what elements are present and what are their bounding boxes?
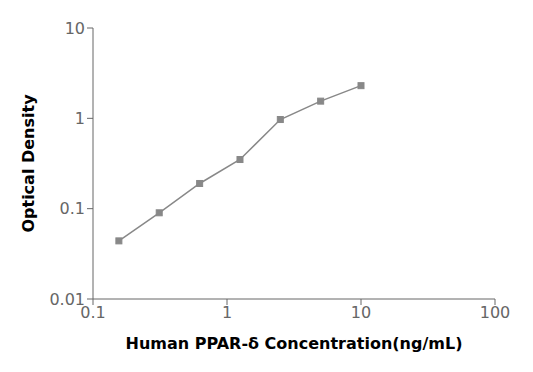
svg-text:100: 100 bbox=[480, 303, 511, 322]
svg-text:0.1: 0.1 bbox=[80, 303, 106, 323]
svg-text:1: 1 bbox=[75, 109, 85, 128]
svg-text:0.01: 0.01 bbox=[49, 290, 85, 309]
svg-text:Human PPAR-δ Concentration(ng/: Human PPAR-δ Concentration(ng/mL) bbox=[126, 334, 463, 353]
svg-text:0.1: 0.1 bbox=[60, 199, 85, 218]
svg-text:10: 10 bbox=[65, 19, 85, 38]
svg-text:1: 1 bbox=[222, 303, 232, 322]
svg-text:Optical Density: Optical Density bbox=[19, 94, 38, 233]
svg-text:10: 10 bbox=[351, 303, 371, 322]
